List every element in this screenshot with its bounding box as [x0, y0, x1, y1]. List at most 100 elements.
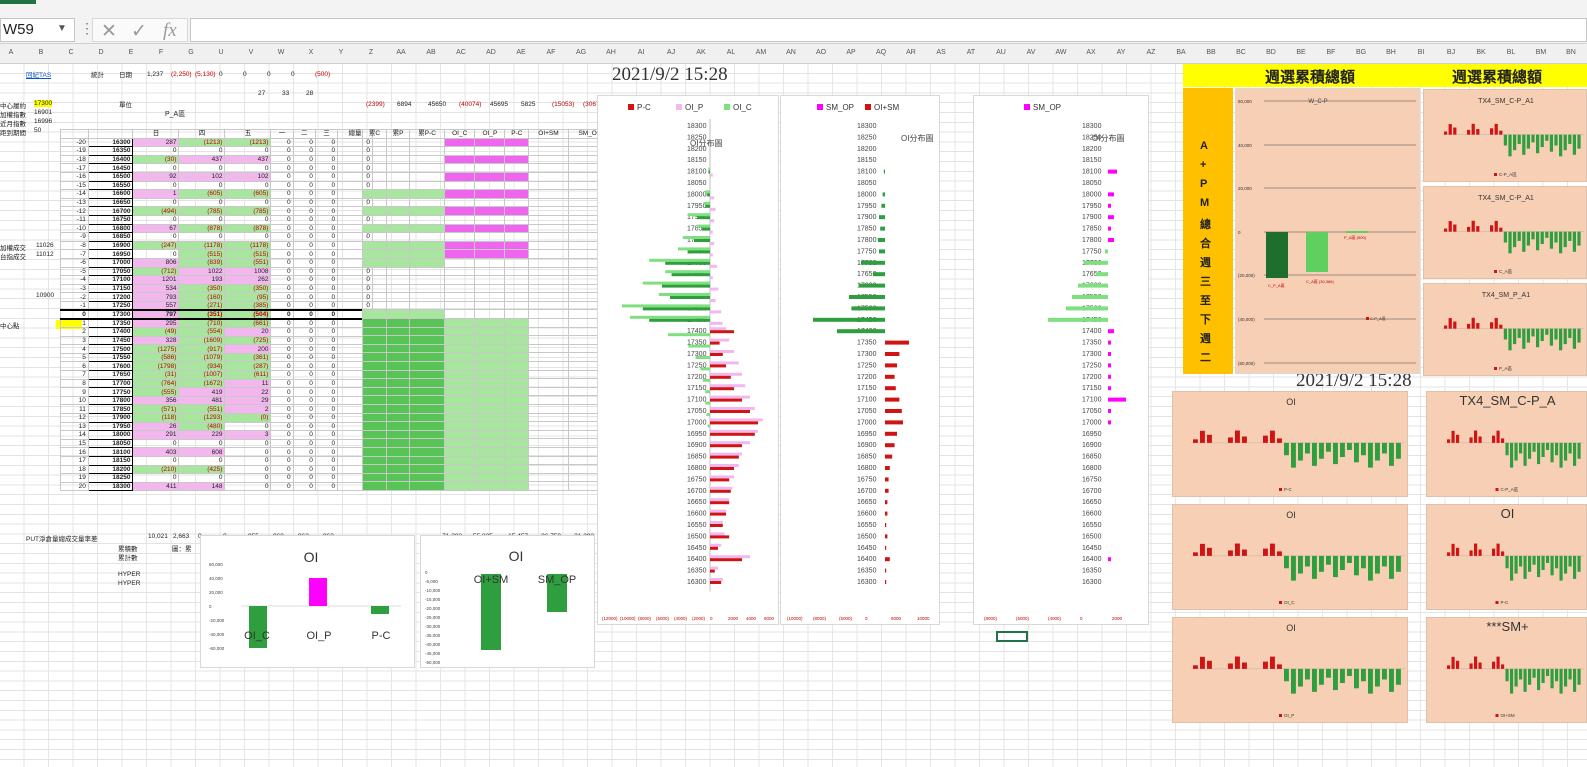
table-cell[interactable]: 4: [60, 344, 89, 354]
table-cell[interactable]: 419: [178, 387, 226, 397]
table-cell[interactable]: 0: [292, 464, 316, 475]
table-cell[interactable]: (247): [132, 240, 180, 251]
right-table-cell[interactable]: [409, 257, 445, 268]
right-table-cell[interactable]: [362, 421, 387, 431]
table-cell[interactable]: 17700: [87, 378, 134, 389]
bottom-right-chart[interactable]: OI P-C: [1426, 504, 1587, 610]
table-cell[interactable]: 0: [292, 292, 316, 302]
table-cell[interactable]: 18050: [87, 438, 134, 449]
right-table-cell[interactable]: [362, 283, 387, 294]
right-table-cell[interactable]: [362, 361, 387, 371]
table-cell[interactable]: 0: [314, 240, 339, 251]
table-cell[interactable]: 0: [178, 197, 226, 208]
right-table-cell[interactable]: [528, 472, 569, 483]
table-cell[interactable]: -10: [60, 223, 89, 234]
table-cell[interactable]: (1609): [178, 335, 226, 346]
mini-chart[interactable]: TX4_SM_P_A1 P_A區: [1423, 283, 1587, 376]
right-table-cell[interactable]: [474, 352, 506, 363]
right-table-cell[interactable]: [362, 171, 387, 182]
column-header[interactable]: BE: [1296, 49, 1306, 56]
table-cell[interactable]: 0: [270, 387, 294, 397]
table-cell[interactable]: 17950: [87, 421, 134, 432]
right-table-cell[interactable]: [443, 404, 476, 414]
right-table-cell[interactable]: [443, 472, 476, 483]
column-header[interactable]: BG: [1355, 49, 1367, 56]
right-table-cell[interactable]: [409, 309, 445, 320]
table-cell[interactable]: 148: [178, 481, 226, 492]
table-cell[interactable]: (30): [132, 154, 180, 165]
table-cell[interactable]: 0: [292, 404, 316, 414]
right-table-cell[interactable]: [362, 240, 387, 251]
table-cell[interactable]: 0: [314, 249, 339, 259]
column-header[interactable]: AM: [755, 49, 767, 56]
right-table-cell[interactable]: [409, 197, 445, 208]
table-cell[interactable]: 17150: [87, 283, 134, 294]
table-cell[interactable]: 0: [314, 146, 339, 156]
table-cell[interactable]: 12: [60, 413, 89, 423]
oi-distribution-chart-1[interactable]: P-C OI_P OI_C OI分布圖 18300 18250 18200 18150 1810…: [597, 95, 779, 625]
table-cell[interactable]: 16550: [87, 180, 134, 191]
right-table-cell[interactable]: [474, 343, 506, 354]
column-header[interactable]: BL: [1506, 49, 1516, 56]
table-cell[interactable]: 0: [314, 214, 339, 225]
right-table-cell[interactable]: [385, 223, 411, 234]
right-table-cell[interactable]: [528, 154, 569, 165]
table-cell[interactable]: 0: [314, 292, 339, 302]
right-table-cell[interactable]: [528, 171, 569, 182]
right-table-cell[interactable]: [443, 369, 476, 380]
right-table-cell[interactable]: [474, 163, 506, 173]
right-table-cell[interactable]: [504, 361, 530, 371]
right-table-cell[interactable]: [504, 232, 530, 242]
right-table-cell[interactable]: [504, 481, 530, 491]
table-cell[interactable]: 403: [132, 447, 180, 457]
table-cell[interactable]: 0: [314, 206, 339, 216]
right-table-cell[interactable]: [504, 283, 530, 294]
right-table-cell[interactable]: [504, 455, 530, 466]
right-table-cell[interactable]: [385, 232, 411, 242]
right-table-cell[interactable]: [474, 361, 506, 371]
table-cell[interactable]: 0: [314, 300, 339, 311]
right-table-cell[interactable]: [409, 300, 445, 311]
right-table-cell[interactable]: [362, 146, 387, 156]
right-table-cell[interactable]: [409, 266, 445, 277]
column-header[interactable]: F: [158, 49, 164, 56]
right-table-cell[interactable]: [474, 326, 506, 337]
table-cell[interactable]: (350): [178, 283, 226, 294]
table-cell[interactable]: 17450: [87, 335, 134, 346]
table-cell[interactable]: (1293): [178, 413, 226, 423]
table-cell[interactable]: -13: [60, 197, 89, 208]
table-cell[interactable]: 411: [132, 481, 180, 492]
right-table-cell[interactable]: [474, 257, 506, 268]
table-cell[interactable]: 0: [270, 318, 294, 329]
table-cell[interactable]: 5: [60, 352, 89, 363]
table-cell[interactable]: 0: [292, 352, 316, 363]
right-table-cell[interactable]: [409, 472, 445, 483]
column-header[interactable]: U: [218, 49, 224, 56]
column-header[interactable]: D: [98, 49, 104, 56]
right-table-cell[interactable]: [528, 335, 569, 345]
table-cell[interactable]: -15: [60, 180, 89, 191]
right-table-cell[interactable]: [474, 146, 506, 156]
table-cell[interactable]: 0: [270, 395, 294, 406]
table-cell[interactable]: 229: [178, 430, 226, 440]
right-table-cell[interactable]: [385, 318, 411, 328]
right-table-cell[interactable]: [362, 369, 387, 380]
right-table-cell[interactable]: [504, 309, 530, 320]
table-cell[interactable]: 16700: [87, 206, 134, 216]
table-cell[interactable]: 0: [132, 232, 180, 242]
right-table-cell[interactable]: [528, 206, 569, 216]
right-table-cell[interactable]: [362, 292, 387, 302]
formula-input[interactable]: [190, 18, 1587, 42]
right-table-cell[interactable]: [385, 206, 411, 216]
table-cell[interactable]: 437: [178, 154, 226, 165]
table-cell[interactable]: -4: [60, 275, 89, 285]
table-cell[interactable]: 1: [132, 189, 180, 199]
table-cell[interactable]: (271): [178, 300, 226, 311]
table-cell[interactable]: 17400: [87, 327, 134, 337]
right-table-cell[interactable]: [528, 283, 569, 294]
table-cell[interactable]: 0: [314, 275, 339, 285]
table-cell[interactable]: (480): [178, 421, 226, 432]
table-cell[interactable]: (764): [132, 378, 180, 389]
table-cell[interactable]: 17550: [87, 352, 134, 363]
table-cell[interactable]: 356: [132, 395, 180, 406]
